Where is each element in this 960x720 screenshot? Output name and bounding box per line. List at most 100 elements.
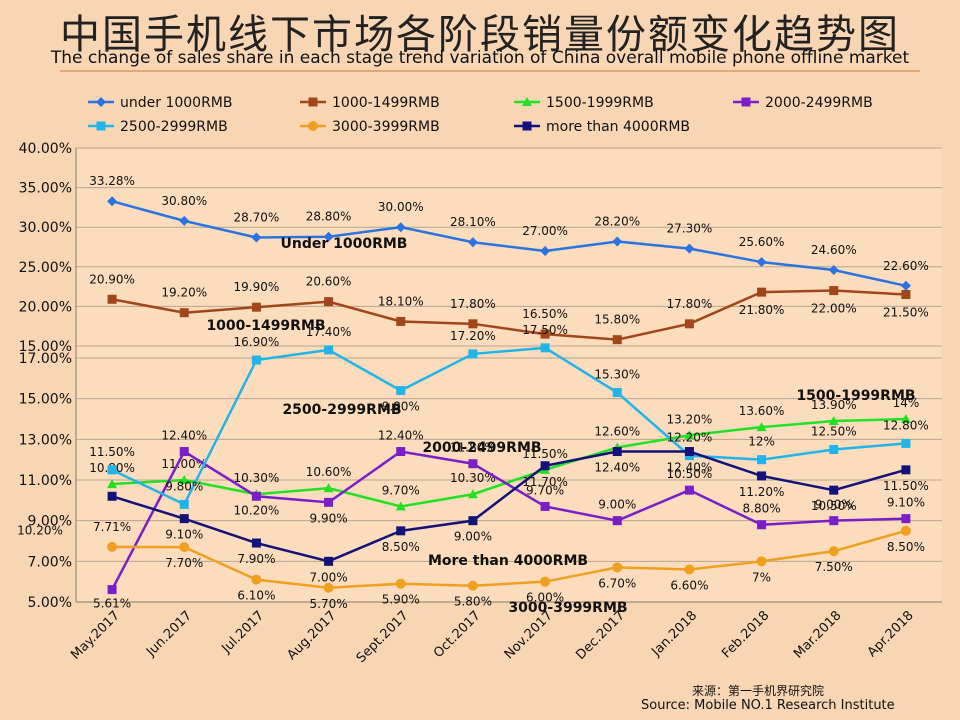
data-label: 10.60% — [306, 465, 352, 479]
data-label: 12.20% — [667, 431, 713, 445]
legend-swatch-marker — [96, 97, 106, 107]
data-point — [684, 430, 695, 440]
data-label: 12.40% — [594, 461, 640, 475]
data-point — [901, 514, 911, 524]
data-point — [324, 556, 334, 566]
data-point — [179, 514, 189, 524]
data-point — [829, 445, 839, 454]
data-label: 13.20% — [667, 412, 713, 426]
data-point — [756, 422, 767, 432]
data-label: 28.20% — [594, 214, 640, 228]
data-label: 16.50% — [522, 307, 568, 321]
y-tick-label-upper: 40.00% — [19, 141, 72, 157]
x-tick-label: Sept.2017 — [354, 608, 412, 666]
series-line — [111, 289, 906, 341]
data-label: 25.60% — [739, 235, 785, 249]
data-point — [901, 438, 911, 448]
legend-swatch-marker — [308, 97, 318, 107]
data-label: 9.80% — [165, 479, 203, 493]
data-label: 21.50% — [883, 306, 929, 320]
data-point — [179, 447, 189, 457]
legend-label: 1000-1499RMB — [332, 95, 440, 111]
data-label: 17.50% — [522, 323, 568, 337]
series-line — [112, 529, 907, 590]
data-label: 22.00% — [811, 302, 857, 316]
data-label: 19.90% — [234, 280, 280, 294]
x-tick-label: Nov.2017 — [502, 608, 556, 662]
data-point — [251, 574, 262, 585]
data-point — [684, 319, 694, 329]
data-label: 28.10% — [450, 215, 496, 229]
data-label: 9.00% — [815, 498, 853, 512]
data-point — [251, 355, 261, 365]
series-annotation: More than 4000RMB — [428, 553, 588, 569]
data-label: 8.50% — [887, 540, 925, 554]
data-label: 30.00% — [378, 200, 424, 214]
y-tick-label-lower: 15.00% — [19, 392, 72, 408]
data-label: 9.10% — [887, 496, 925, 510]
data-point — [324, 345, 334, 355]
data-point — [395, 501, 406, 511]
data-point — [107, 541, 118, 552]
legend-label: 1500-1999RMB — [546, 95, 654, 111]
y-tick-label-lower: 9.00% — [28, 514, 72, 530]
data-point — [540, 245, 551, 256]
data-label: 10.50% — [667, 467, 713, 481]
series-annotation: 3000-3999RMB — [508, 600, 627, 616]
data-label: 6.10% — [237, 589, 275, 603]
data-label: 9.70% — [382, 483, 420, 497]
data-point — [396, 316, 406, 326]
data-point — [756, 257, 767, 268]
series-line — [111, 346, 907, 507]
x-tick-label: Apr.2018 — [865, 608, 917, 660]
data-label: 11.50% — [89, 445, 135, 459]
data-point — [323, 582, 334, 593]
y-tick-label-upper: 20.00% — [19, 299, 72, 315]
data-point — [396, 386, 406, 396]
data-point — [756, 556, 767, 567]
series-line — [110, 449, 906, 591]
data-point — [179, 215, 190, 226]
data-point — [612, 516, 622, 526]
data-label: 10.30% — [450, 471, 496, 485]
data-point — [251, 232, 262, 243]
y-tick-label-upper: 15.00% — [19, 339, 72, 355]
data-label: 13.60% — [739, 404, 785, 418]
data-point — [540, 329, 550, 339]
data-label: 11.80% — [450, 441, 496, 455]
data-label: 9.10% — [165, 528, 203, 542]
data-label: 27.00% — [522, 224, 568, 238]
data-point — [251, 302, 261, 312]
data-point — [900, 280, 911, 291]
chart-title-en: The change of sales share in each stage … — [50, 48, 910, 68]
data-label: 24.60% — [811, 243, 857, 257]
data-label: 15.80% — [594, 313, 640, 327]
data-point — [107, 294, 117, 304]
y-tick-label-lower: 11.00% — [19, 473, 72, 489]
data-label: 7.71% — [93, 520, 131, 534]
data-point — [612, 562, 623, 573]
data-point — [612, 236, 623, 247]
data-point — [251, 491, 261, 501]
plot-area — [76, 148, 942, 602]
data-label: 8.80% — [743, 502, 781, 516]
data-point — [107, 196, 118, 207]
series-annotation: 2500-2999RMB — [282, 402, 401, 418]
data-label: 12.40% — [667, 461, 713, 475]
x-tick-label: Mar.2018 — [791, 608, 844, 661]
data-label: 12.40% — [378, 429, 424, 443]
x-tick-label: Dec.2017 — [573, 608, 628, 663]
data-label: 9.00% — [598, 498, 636, 512]
data-point — [107, 491, 117, 501]
data-point — [179, 308, 189, 318]
legend-swatch-marker — [522, 121, 532, 131]
data-label: 15.30% — [594, 368, 640, 382]
data-label: 9.90% — [310, 511, 348, 525]
data-label: 30.80% — [161, 194, 207, 208]
data-point — [540, 461, 550, 471]
data-label: 7.90% — [237, 552, 275, 566]
data-label: 6.00% — [526, 591, 564, 605]
series-annotation: Under 1000RMB — [281, 236, 408, 252]
legend-swatch-marker — [96, 121, 106, 131]
series-line — [112, 417, 906, 508]
